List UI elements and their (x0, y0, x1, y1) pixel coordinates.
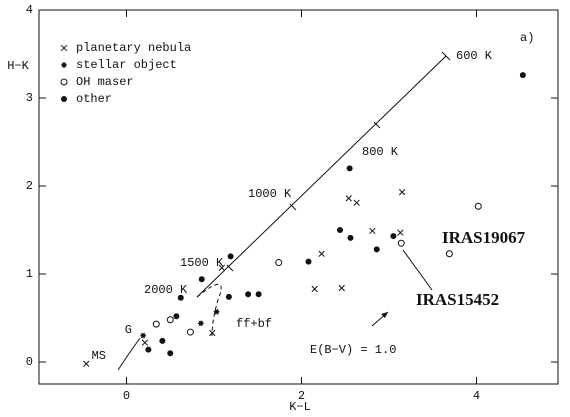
annotation: a) (520, 31, 534, 45)
point-filled (373, 246, 380, 253)
y-tick-label: 2 (26, 179, 33, 193)
legend-marker (60, 78, 68, 86)
annotation: 600 K (456, 49, 493, 63)
point-filled (390, 233, 397, 240)
point-filled (225, 293, 232, 300)
point-filled (167, 350, 174, 357)
point-open (186, 328, 194, 336)
point-x (318, 250, 325, 257)
point-open (152, 320, 160, 328)
ms-line (117, 337, 141, 371)
annotation: 800 K (362, 145, 399, 159)
legend-label: planetary nebula (76, 41, 191, 55)
point-x (218, 264, 226, 271)
annotation: G (125, 323, 132, 337)
annotation: IRAS15452 (416, 290, 499, 309)
point-filled (337, 227, 343, 233)
point-open (474, 202, 482, 210)
y-tick-label: 1 (26, 267, 33, 281)
point-open (445, 250, 453, 258)
annotation: ff+bf (236, 317, 272, 331)
pointer-line (402, 249, 433, 291)
arrow-head (381, 312, 388, 318)
point-filled (227, 253, 234, 260)
y-axis-label: H−K (7, 59, 29, 73)
x-axis-label: K−L (289, 400, 311, 414)
annotation: 1000 K (248, 187, 292, 201)
y-tick-label: 0 (26, 355, 33, 369)
point-x (397, 229, 404, 236)
point-open (275, 259, 283, 267)
point-x (141, 339, 149, 346)
annotation: IRAS19067 (442, 228, 526, 247)
point-filled (159, 337, 166, 344)
point-filled (519, 72, 526, 79)
blackbody-line (196, 55, 447, 298)
legend-label: other (76, 92, 112, 106)
point-star (140, 332, 146, 339)
x-tick-label: 4 (473, 389, 480, 403)
point-star (198, 320, 204, 327)
point-x (345, 195, 352, 202)
annotation: MS (92, 349, 106, 363)
point-filled (255, 291, 262, 298)
y-tick-label: 3 (26, 91, 33, 105)
point-star (213, 309, 220, 315)
x-tick-label: 2 (298, 389, 305, 403)
point-open (397, 239, 405, 247)
bb-tick (373, 121, 381, 129)
point-filled (347, 234, 354, 241)
plot-frame (38, 9, 559, 385)
bb-tick (289, 203, 297, 211)
point-filled (245, 291, 252, 298)
point-x (398, 189, 406, 196)
annotation: 2000 K (144, 283, 188, 297)
legend-marker (61, 96, 67, 102)
legend-marker (61, 62, 67, 68)
point-x (338, 284, 345, 292)
y-tick-label: 4 (26, 3, 33, 17)
legend-marker (60, 44, 68, 52)
x-tick-label: 0 (123, 389, 130, 403)
legend-label: stellar object (76, 58, 177, 72)
point-filled (145, 346, 152, 353)
ff-bf-curve (196, 283, 222, 337)
point-x (369, 227, 376, 235)
point-x (83, 360, 90, 367)
point-open (166, 316, 174, 324)
point-filled (346, 165, 353, 172)
legend-label: OH maser (76, 75, 134, 89)
point-x (353, 199, 360, 206)
point-filled (305, 258, 312, 265)
point-filled (173, 313, 180, 320)
annotation: E(B−V) = 1.0 (310, 343, 396, 357)
point-x (311, 285, 318, 293)
annotation: 1500 K (180, 256, 224, 270)
bb-tick (226, 264, 234, 272)
bb-tick (441, 51, 451, 61)
point-filled (177, 294, 184, 301)
point-filled (198, 276, 205, 283)
point-x (209, 329, 216, 337)
